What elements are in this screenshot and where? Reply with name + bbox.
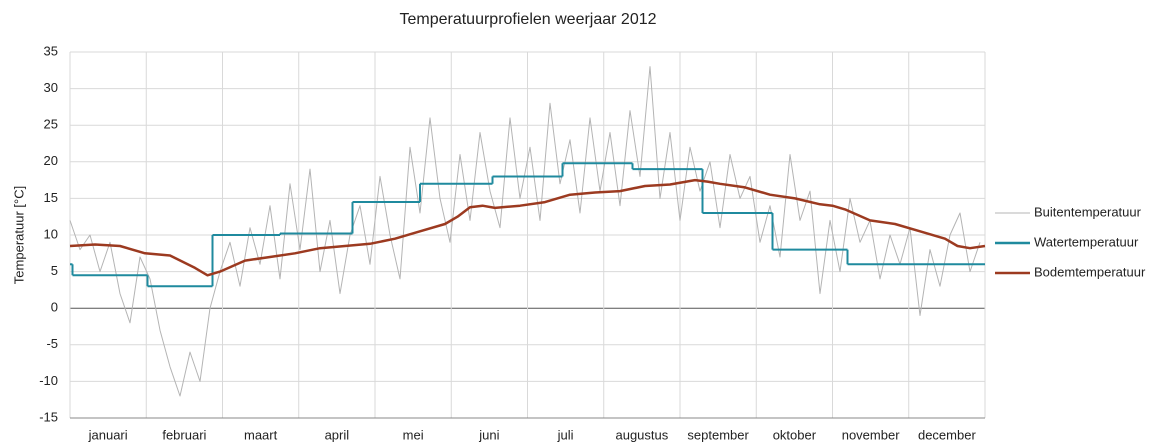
y-tick-label: -5 — [46, 336, 58, 351]
chart-title: Temperatuurprofielen weerjaar 2012 — [399, 11, 656, 28]
series-line — [69, 178, 986, 277]
y-tick-label: 0 — [51, 300, 58, 315]
y-tick-label: -10 — [39, 373, 58, 388]
x-tick-label: april — [325, 427, 350, 442]
y-tick-label: 35 — [44, 43, 58, 58]
x-tick-label: augustus — [615, 427, 668, 442]
x-tick-label: september — [687, 427, 749, 442]
x-tick-label: december — [918, 427, 976, 442]
legend-label: Watertemperatuur — [1034, 234, 1139, 249]
x-tick-label: maart — [244, 427, 278, 442]
y-tick-label: 10 — [44, 226, 58, 241]
y-tick-label: 30 — [44, 80, 58, 95]
x-tick-label: november — [842, 427, 900, 442]
x-tick-label: juli — [557, 427, 574, 442]
y-tick-label: 25 — [44, 117, 58, 132]
legend-label: Bodemtemperatuur — [1034, 264, 1146, 279]
y-tick-label: 20 — [44, 153, 58, 168]
x-tick-label: mei — [403, 427, 424, 442]
y-tick-label: 5 — [51, 263, 58, 278]
y-tick-label: -15 — [39, 409, 58, 424]
x-tick-label: juni — [478, 427, 499, 442]
x-tick-label: oktober — [773, 427, 817, 442]
legend-label: Buitentemperatuur — [1034, 204, 1142, 219]
x-tick-label: februari — [162, 427, 206, 442]
x-tick-label: januari — [88, 427, 128, 442]
y-axis-label: Temperatuur [°C] — [11, 186, 26, 284]
series-line — [69, 66, 981, 397]
y-tick-label: 15 — [44, 190, 58, 205]
